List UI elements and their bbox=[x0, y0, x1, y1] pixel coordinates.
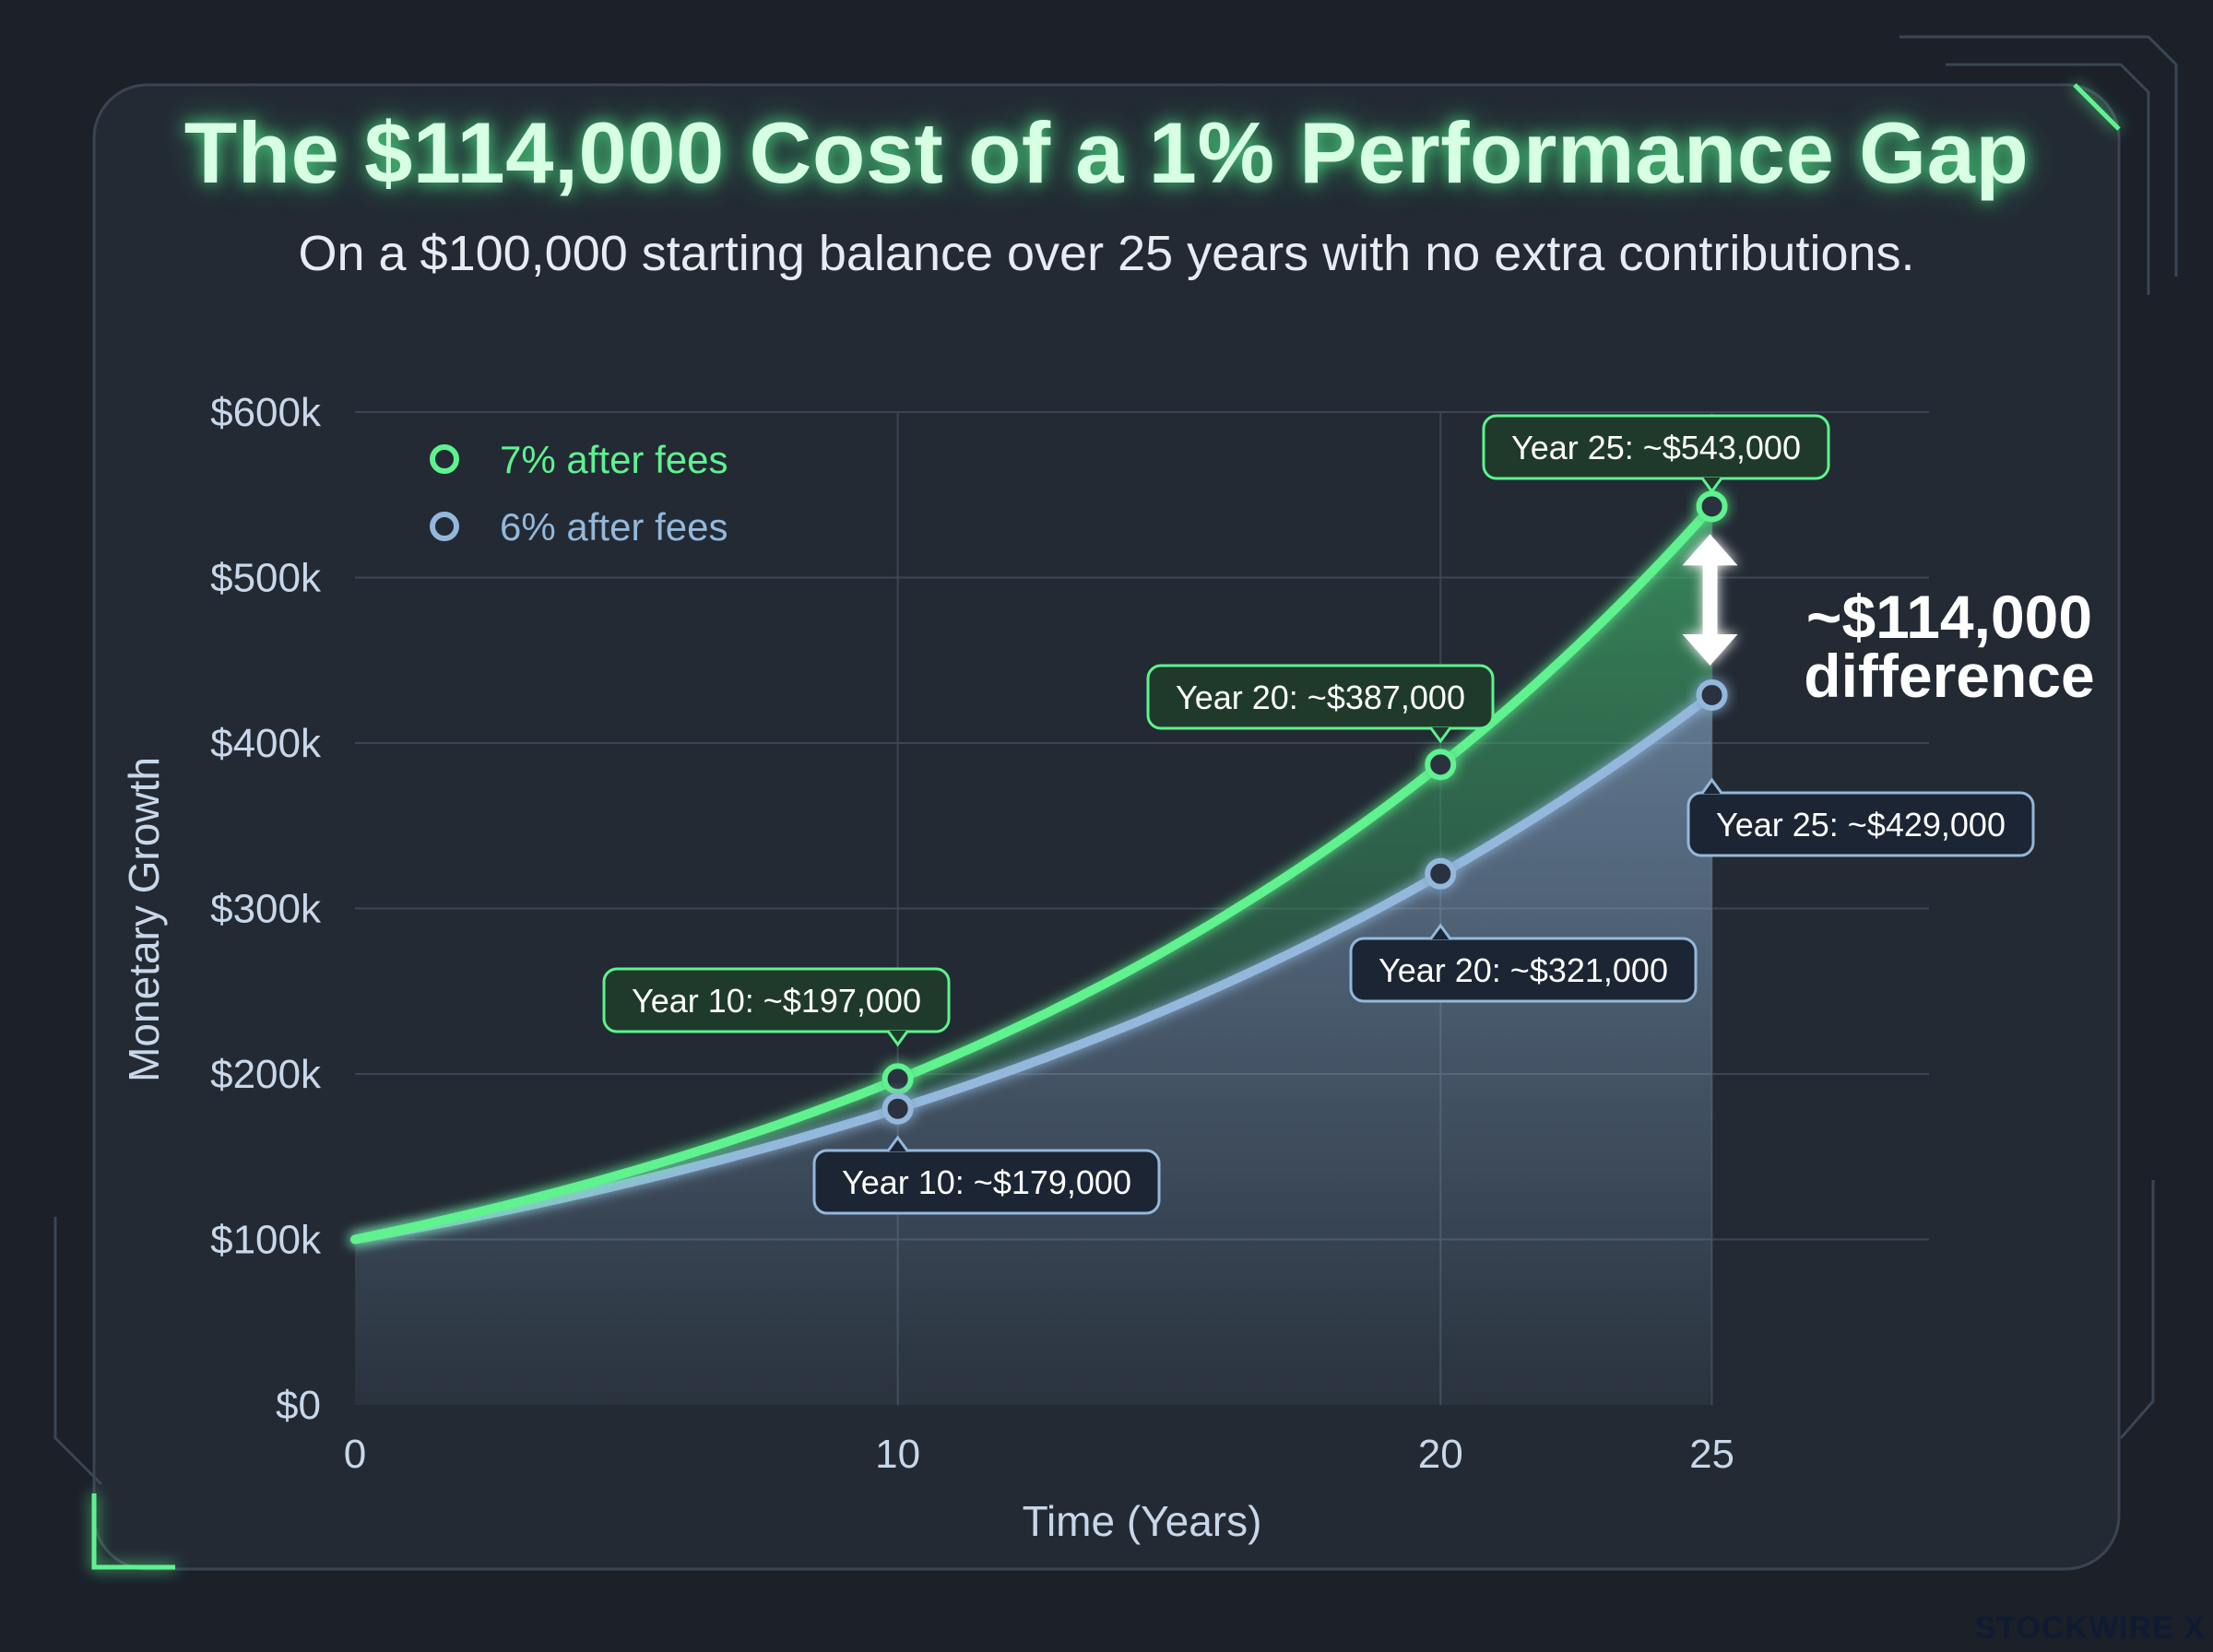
callout-background bbox=[812, 1149, 1161, 1215]
callout-background bbox=[1482, 414, 1830, 480]
circuit-trace bbox=[2119, 1180, 2155, 1439]
marker-7-percent bbox=[1696, 490, 1728, 523]
marker-6-percent bbox=[1696, 678, 1728, 711]
legend-marker bbox=[430, 444, 459, 474]
callout-label: Year 20: ~$321,000 bbox=[1379, 951, 1668, 989]
legend-label: 7% after fees bbox=[500, 438, 728, 481]
callout-pointer bbox=[1700, 477, 1723, 494]
y-tick-label: $200k bbox=[210, 1052, 322, 1097]
brand-logo: STOCKWIRE X bbox=[1974, 1611, 2206, 1646]
difference-amount: ~$114,000 bbox=[1806, 583, 2092, 651]
y-tick-label: $100k bbox=[210, 1218, 322, 1263]
x-tick-label: 10 bbox=[875, 1432, 920, 1477]
callout-pointer bbox=[1429, 726, 1452, 744]
arrow-head-down bbox=[1682, 633, 1738, 666]
x-tick-label: 25 bbox=[1689, 1432, 1734, 1477]
arrow-head-up bbox=[1682, 534, 1738, 566]
callout-box: Year 25: ~$543,000 bbox=[1482, 414, 1830, 494]
area-6-percent bbox=[355, 694, 1712, 1405]
callout-label: Year 10: ~$179,000 bbox=[842, 1163, 1131, 1201]
callout-background bbox=[1349, 937, 1698, 1003]
line-6-percent bbox=[350, 690, 1717, 1245]
callout-pointer bbox=[1700, 777, 1723, 795]
callout-pointer bbox=[1429, 923, 1452, 940]
legend-label: 6% after fees bbox=[500, 505, 728, 549]
corner-accent-bottom-left bbox=[91, 1493, 175, 1570]
callout-label: Year 10: ~$197,000 bbox=[632, 982, 921, 1020]
callout-background bbox=[1686, 791, 2035, 857]
y-axis-title: Monetary Growth bbox=[120, 757, 168, 1082]
callout-pointer bbox=[886, 1135, 909, 1152]
callout-label: Year 25: ~$543,000 bbox=[1511, 429, 1801, 466]
legend-item: 7% after fees bbox=[411, 438, 728, 481]
callout-pointer bbox=[886, 1030, 909, 1047]
corner-accent-top-right bbox=[2073, 83, 2121, 131]
callout-box: Year 20: ~$321,000 bbox=[1349, 923, 1698, 1003]
circuit-trace bbox=[1946, 63, 2150, 295]
y-tick-label: $400k bbox=[210, 721, 322, 766]
callout-box: Year 10: ~$179,000 bbox=[812, 1135, 1161, 1215]
legend-marker bbox=[430, 512, 459, 541]
marker-7-percent bbox=[1425, 749, 1457, 781]
y-tick-label: $500k bbox=[210, 556, 322, 601]
callout-label: Year 25: ~$429,000 bbox=[1716, 806, 2006, 844]
x-axis-title: Time (Years) bbox=[1023, 1497, 1262, 1545]
circuit-trace bbox=[53, 1217, 103, 1486]
y-tick-label: $0 bbox=[276, 1383, 321, 1428]
chart-subtitle: On a $100,000 starting balance over 25 y… bbox=[298, 226, 1915, 281]
difference-label: difference bbox=[1804, 642, 2094, 710]
marker-6-percent bbox=[1425, 857, 1457, 890]
callout-box: Year 20: ~$387,000 bbox=[1146, 664, 1495, 744]
callout-box: Year 10: ~$197,000 bbox=[602, 967, 951, 1047]
circuit-trace bbox=[1899, 35, 2178, 277]
legend-item: 6% after fees bbox=[411, 505, 728, 549]
callout-box: Year 25: ~$429,000 bbox=[1686, 777, 2035, 857]
marker-7-percent bbox=[882, 1063, 914, 1095]
callout-label: Year 20: ~$387,000 bbox=[1176, 678, 1465, 716]
chart-title: The $114,000 Cost of a 1% Performance Ga… bbox=[183, 104, 2030, 201]
difference-arrow bbox=[1682, 534, 1738, 666]
x-tick-label: 0 bbox=[344, 1432, 366, 1477]
x-tick-label: 20 bbox=[1418, 1432, 1463, 1477]
y-tick-label: $600k bbox=[210, 390, 322, 435]
callout-background bbox=[1146, 664, 1495, 730]
y-tick-label: $300k bbox=[210, 887, 322, 932]
callout-background bbox=[602, 967, 951, 1033]
marker-6-percent bbox=[882, 1092, 914, 1125]
